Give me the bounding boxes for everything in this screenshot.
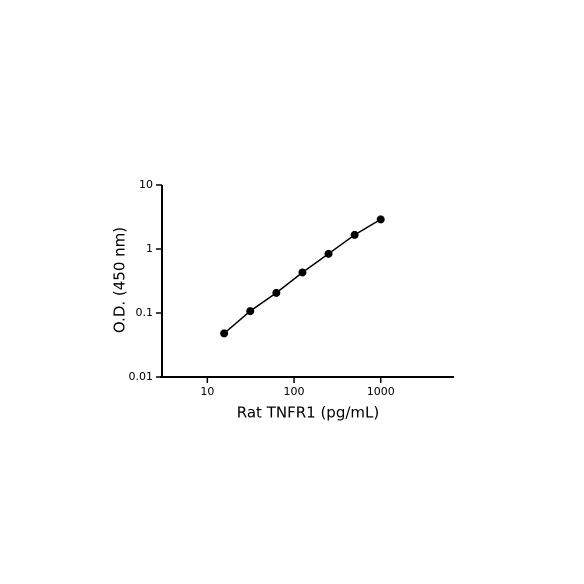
y-tick-label: 0.01 [129, 370, 154, 383]
data-point [298, 268, 307, 277]
x-tick-label: 10 [200, 385, 214, 398]
data-point [220, 329, 229, 338]
y-tick-label: 0.1 [136, 306, 154, 319]
y-tick-label: 1 [146, 242, 153, 255]
x-axis-label: Rat TNFR1 (pg/mL) [237, 404, 379, 422]
x-tick-label: 1000 [367, 385, 395, 398]
y-tick-label: 10 [139, 178, 153, 191]
data-point [246, 307, 255, 316]
x-tick-label: 100 [284, 385, 305, 398]
data-point [350, 230, 359, 239]
data-point [272, 288, 281, 297]
data-point [376, 215, 385, 224]
y-axis-label: O.D. (450 nm) [111, 227, 129, 333]
data-point [324, 249, 333, 258]
